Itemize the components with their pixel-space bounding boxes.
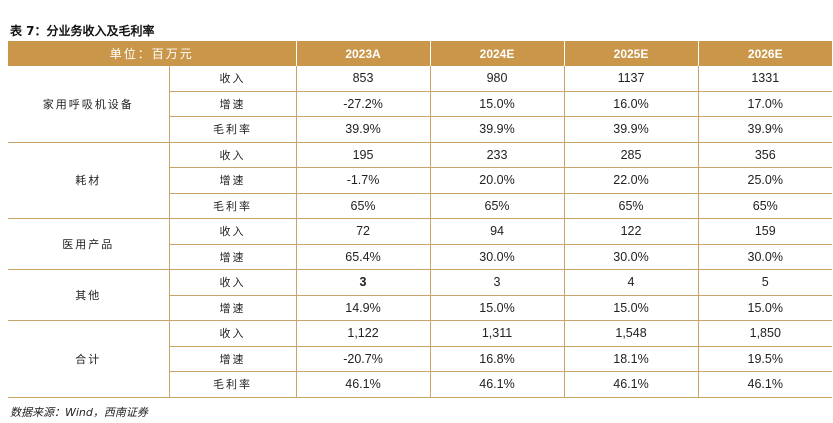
- value-cell: -20.7%: [296, 346, 431, 372]
- metric-cell: 收入: [169, 320, 297, 347]
- value-cell: 233: [430, 142, 565, 168]
- value-cell: 65%: [564, 193, 699, 219]
- table-row: 增速 -1.7% 20.0% 22.0% 25.0%: [8, 167, 833, 194]
- value-cell: 39.9%: [698, 116, 833, 143]
- table-row: 增速 -20.7% 16.8% 18.1% 19.5%: [8, 346, 833, 372]
- table-title: 表 7：分业务收入及毛利率: [10, 24, 155, 38]
- table-body: 家用呼吸机设备 收入 853 980 1137 1331 增速 -27.2% 15.0% 16.0…: [8, 66, 833, 398]
- value-cell: 5: [698, 269, 833, 296]
- value-cell: 16.0%: [564, 91, 699, 117]
- value-cell: 18.1%: [564, 346, 699, 372]
- value-cell: 46.1%: [430, 371, 565, 398]
- value-cell: 20.0%: [430, 167, 565, 194]
- metric-cell: 毛利率: [169, 193, 297, 219]
- category-cell: 医用产品: [8, 218, 170, 270]
- value-cell: 46.1%: [564, 371, 699, 398]
- value-cell: 65%: [698, 193, 833, 219]
- metric-cell: 收入: [169, 142, 297, 168]
- value-cell: 15.0%: [430, 91, 565, 117]
- table-row: 合计 收入 1,122 1,311 1,548 1,850: [8, 320, 833, 398]
- header-unit: 单位：百万元: [8, 41, 297, 66]
- metric-cell: 增速: [169, 244, 297, 270]
- header-2023A: 2023A: [296, 41, 431, 66]
- value-cell: 1137: [564, 66, 699, 92]
- value-cell: 4: [564, 269, 699, 296]
- table-row: 耗材 收入 195 233 285 356: [8, 142, 833, 219]
- value-cell: 285: [564, 142, 699, 168]
- value-cell: 39.9%: [296, 116, 431, 143]
- value-cell: 3: [430, 269, 565, 296]
- value-cell: 17.0%: [698, 91, 833, 117]
- table-row: 增速 14.9% 15.0% 15.0% 15.0%: [8, 295, 833, 321]
- value-cell: 15.0%: [698, 295, 833, 321]
- table-row: 家用呼吸机设备 收入 853 980 1137 1331: [8, 66, 833, 143]
- table-row: 毛利率 65% 65% 65% 65%: [8, 193, 833, 219]
- value-cell: 22.0%: [564, 167, 699, 194]
- metric-cell: 增速: [169, 91, 297, 117]
- value-cell: 980: [430, 66, 565, 92]
- value-cell: 1,850: [698, 320, 833, 347]
- value-cell: 159: [698, 218, 833, 245]
- metric-cell: 增速: [169, 295, 297, 321]
- cropped-previous-text: [0, 0, 833, 6]
- table-row: 毛利率 46.1% 46.1% 46.1% 46.1%: [8, 371, 833, 398]
- table-row: 其他 收入 3 3 4 5: [8, 269, 833, 321]
- value-cell: 30.0%: [698, 244, 833, 270]
- source-note: 数据来源：Wind，西南证券: [10, 406, 148, 419]
- revenue-margin-table: 单位：百万元 2023A 2024E 2025E 2026E 家用呼吸机设备 收入…: [8, 41, 833, 398]
- category-cell: 其他: [8, 269, 170, 321]
- metric-cell: 毛利率: [169, 116, 297, 143]
- value-cell: 14.9%: [296, 295, 431, 321]
- category-cell: 耗材: [8, 142, 170, 219]
- value-cell: 3: [296, 269, 431, 296]
- table-row: 医用产品 收入 72 94 122 159: [8, 218, 833, 270]
- value-cell: 46.1%: [698, 371, 833, 398]
- value-cell: 30.0%: [564, 244, 699, 270]
- header-2026E: 2026E: [698, 41, 833, 66]
- value-cell: 356: [698, 142, 833, 168]
- value-cell: 16.8%: [430, 346, 565, 372]
- value-cell: 39.9%: [430, 116, 565, 143]
- table-row: 增速 -27.2% 15.0% 16.0% 17.0%: [8, 91, 833, 117]
- value-cell: 19.5%: [698, 346, 833, 372]
- value-cell: 94: [430, 218, 565, 245]
- value-cell: 65%: [430, 193, 565, 219]
- value-cell: 122: [564, 218, 699, 245]
- value-cell: 72: [296, 218, 431, 245]
- header-2024E: 2024E: [430, 41, 565, 66]
- category-cell: 合计: [8, 320, 170, 398]
- value-cell: 65%: [296, 193, 431, 219]
- value-cell: 39.9%: [564, 116, 699, 143]
- table-row: 增速 65.4% 30.0% 30.0% 30.0%: [8, 244, 833, 270]
- metric-cell: 增速: [169, 346, 297, 372]
- value-cell: 15.0%: [564, 295, 699, 321]
- value-cell: 1,311: [430, 320, 565, 347]
- value-cell: 1,122: [296, 320, 431, 347]
- value-cell: 853: [296, 66, 431, 92]
- value-cell: -27.2%: [296, 91, 431, 117]
- table-row: 毛利率 39.9% 39.9% 39.9% 39.9%: [8, 116, 833, 143]
- value-cell: 15.0%: [430, 295, 565, 321]
- value-cell: 1331: [698, 66, 833, 92]
- metric-cell: 收入: [169, 218, 297, 245]
- header-2025E: 2025E: [564, 41, 699, 66]
- header-row: 单位：百万元 2023A 2024E 2025E 2026E: [8, 41, 833, 66]
- metric-cell: 收入: [169, 269, 297, 296]
- metric-cell: 增速: [169, 167, 297, 194]
- category-cell: 家用呼吸机设备: [8, 66, 170, 143]
- value-cell: 30.0%: [430, 244, 565, 270]
- value-cell: 65.4%: [296, 244, 431, 270]
- value-cell: 46.1%: [296, 371, 431, 398]
- value-cell: 1,548: [564, 320, 699, 347]
- value-cell: -1.7%: [296, 167, 431, 194]
- metric-cell: 收入: [169, 66, 297, 92]
- value-cell: 25.0%: [698, 167, 833, 194]
- metric-cell: 毛利率: [169, 371, 297, 398]
- value-cell: 195: [296, 142, 431, 168]
